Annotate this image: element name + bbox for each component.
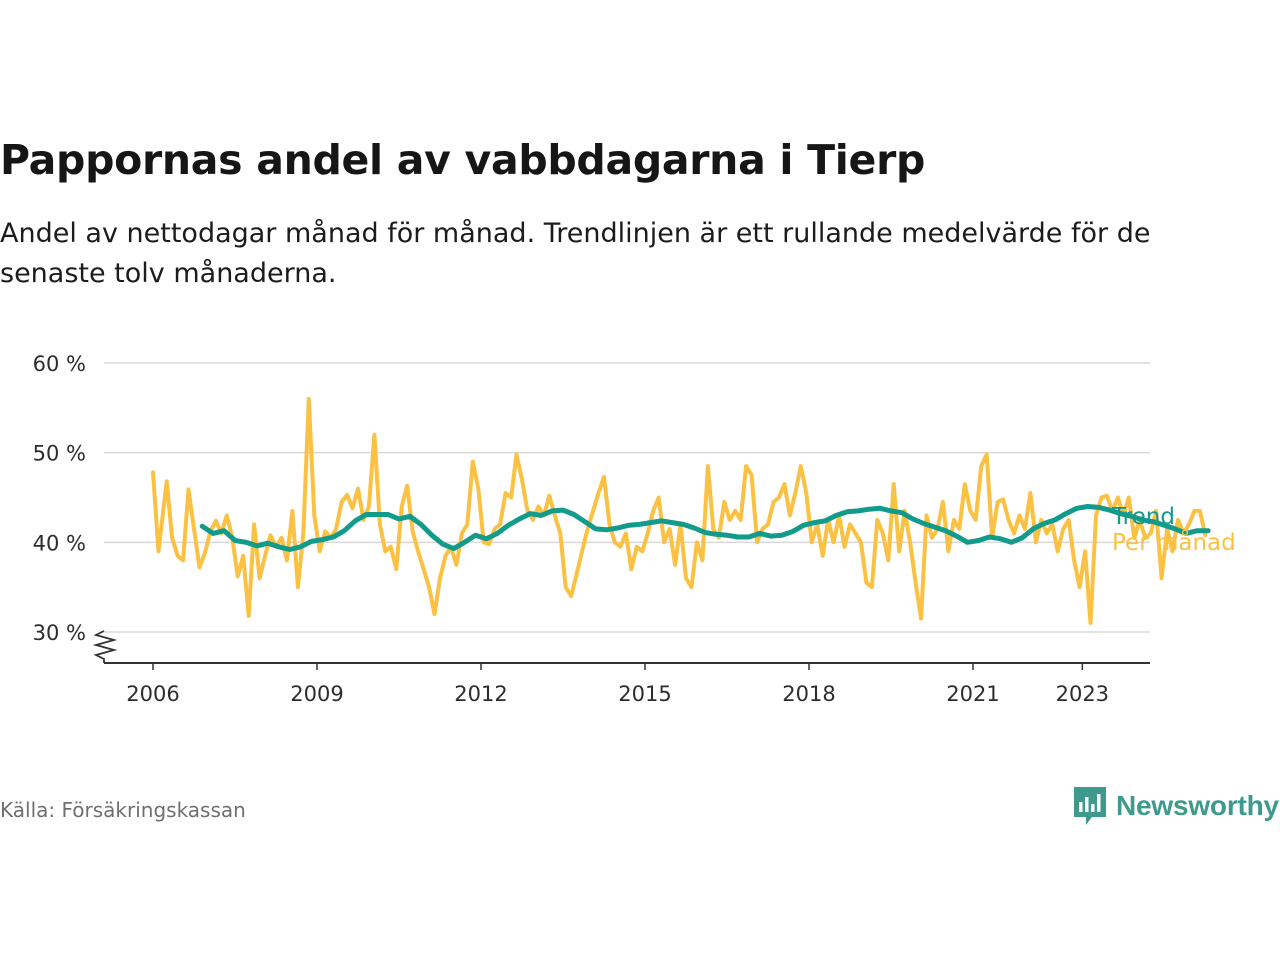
brand-logo: Newsworthy (1072, 784, 1279, 828)
y-tick-label: 60 % (33, 352, 86, 376)
x-tick-label: 2009 (290, 682, 343, 706)
y-tick-label: 50 % (33, 442, 86, 466)
grid-layer (104, 362, 1150, 633)
series-layer (151, 396, 1211, 625)
x-tick-label: 2012 (454, 682, 507, 706)
y-tick-label: 30 % (33, 621, 86, 645)
series-line-trend (199, 504, 1211, 552)
x-tick-label: 2006 (126, 682, 179, 706)
legend-label-trend: Trend (1111, 504, 1175, 530)
x-tick-label: 2021 (946, 682, 999, 706)
brand-name: Newsworthy (1116, 790, 1279, 821)
chart-subtitle: Andel av nettodagar månad för månad. Tre… (0, 218, 1151, 289)
x-tick-label: 2015 (618, 682, 671, 706)
x-tick-label: 2023 (1056, 682, 1109, 706)
line-chart: 30 % 40 % 50 % 60 % 2006 2009 2012 2015 2018 2021… (33, 352, 1236, 706)
chart-title: Pappornas andel av vabbdagarna i Tierp (0, 136, 926, 184)
legend-label-per-manad: Per månad (1112, 528, 1236, 556)
y-axis-break-icon (92, 630, 118, 663)
x-tick-label: 2018 (782, 682, 835, 706)
source-note: Källa: Försäkringskassan (0, 798, 246, 822)
newsworthy-logo-icon (1074, 787, 1106, 825)
axis-layer: 30 % 40 % 50 % 60 % 2006 2009 2012 2015 2018 2021… (33, 352, 1150, 706)
series-line-per-manad (151, 396, 1208, 625)
y-tick-label: 40 % (33, 531, 86, 555)
